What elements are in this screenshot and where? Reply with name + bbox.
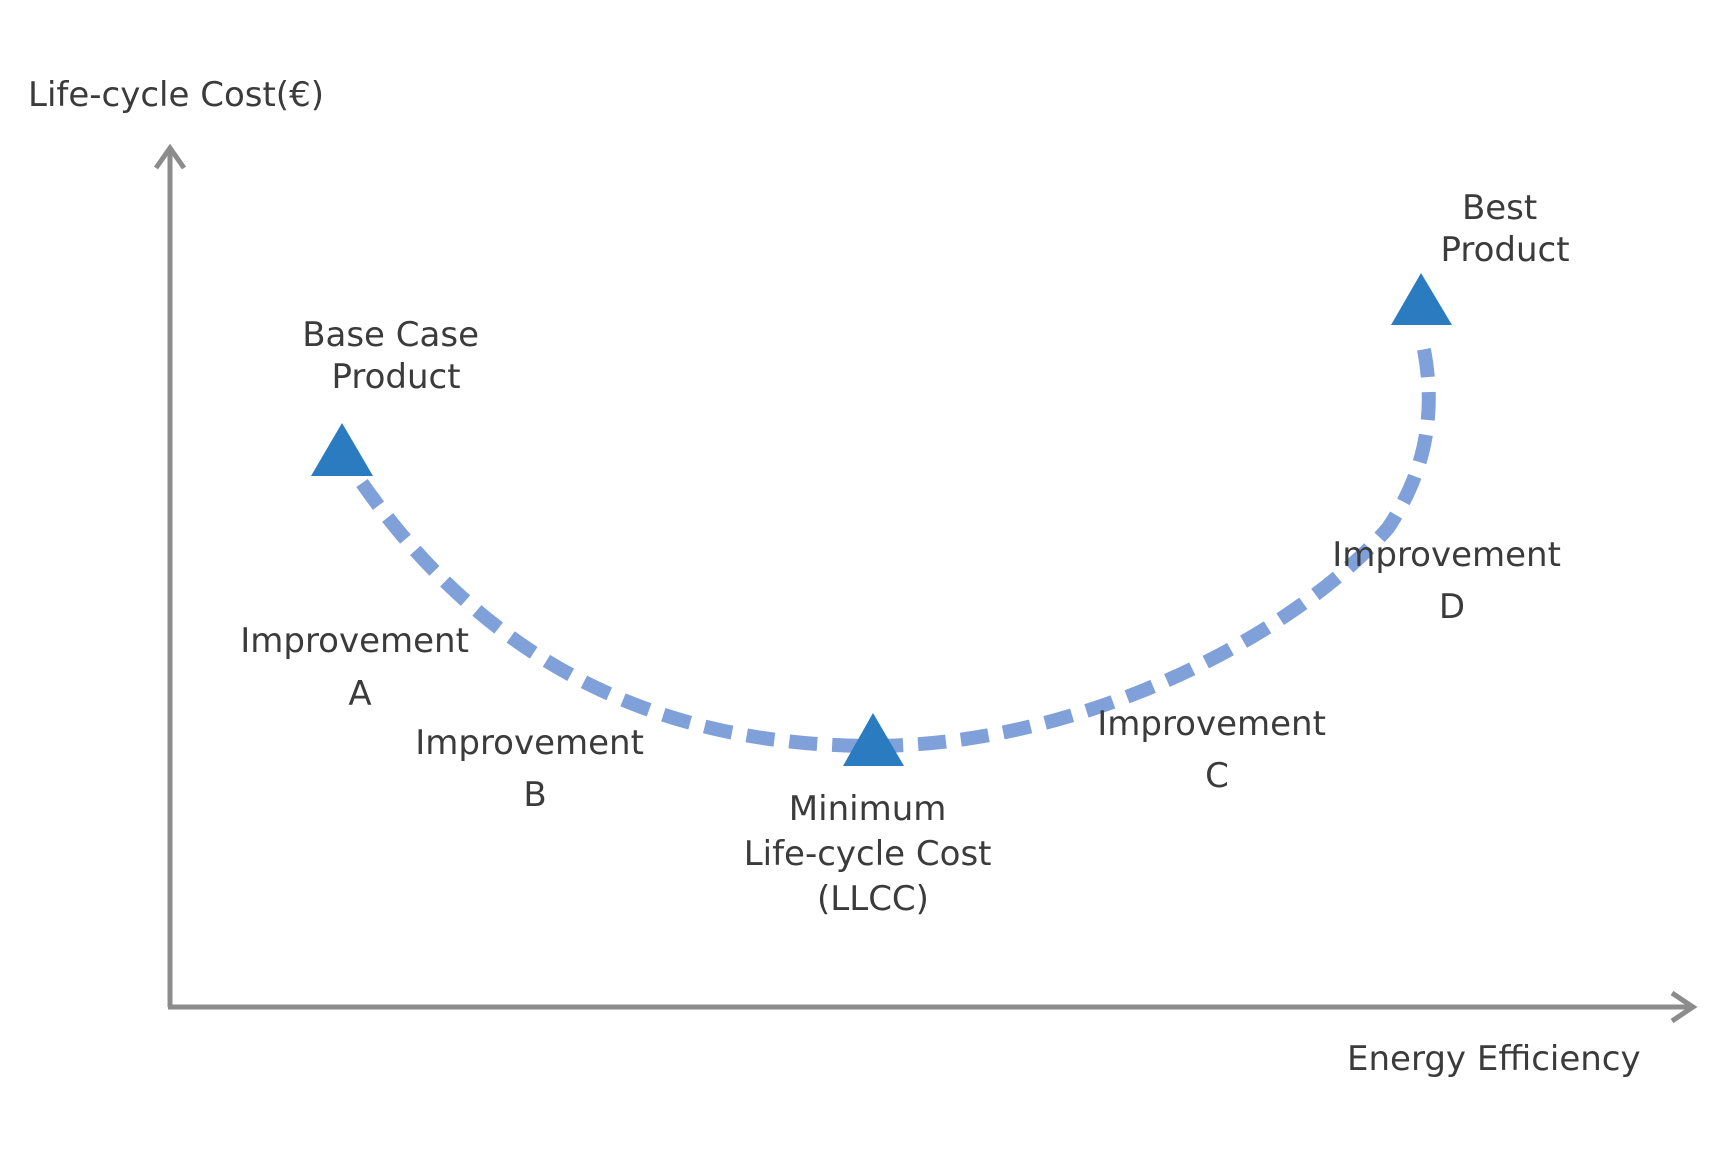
y-axis-label: Life-cycle Cost(€) xyxy=(28,75,324,115)
base-case-label: Base Case Product xyxy=(302,315,490,397)
best-product-label-line-2: Product xyxy=(1440,230,1569,270)
base-case-label-line-1: Base Case xyxy=(302,315,479,355)
minimum-label-line-3: (LLCC) xyxy=(817,879,929,919)
base-case-marker-icon xyxy=(311,423,373,476)
improvement-a-line-2: A xyxy=(348,674,371,714)
improvement-d-label: Improvement D xyxy=(1332,535,1572,627)
best-product-label-line-1: Best xyxy=(1462,188,1537,228)
improvement-a-line-1: Improvement xyxy=(240,621,469,661)
improvement-b-line-1: Improvement xyxy=(415,723,644,763)
minimum-label-line-2: Life-cycle Cost xyxy=(744,834,992,874)
improvement-b-label: Improvement B xyxy=(415,723,655,815)
improvement-c-line-2: C xyxy=(1205,756,1229,796)
improvement-d-line-1: Improvement xyxy=(1332,535,1561,575)
cost-curve xyxy=(356,338,1436,754)
best-product-label: Best Product xyxy=(1440,188,1569,270)
improvement-b-line-2: B xyxy=(523,775,546,815)
minimum-llcc-label: Minimum Life-cycle Cost (LLCC) xyxy=(744,789,1003,919)
y-axis-arrow-icon xyxy=(153,143,187,170)
improvement-d-line-2: D xyxy=(1439,587,1465,627)
improvement-a-label: Improvement A xyxy=(240,621,480,714)
minimum-marker-icon xyxy=(843,713,904,766)
x-axis-label: Energy Efficiency xyxy=(1347,1039,1641,1079)
axes xyxy=(153,143,1698,1024)
minimum-label-line-1: Minimum xyxy=(789,789,947,829)
best-product-marker-icon xyxy=(1391,273,1452,325)
base-case-label-line-2: Product xyxy=(331,357,460,397)
improvement-c-label: Improvement C xyxy=(1097,704,1337,796)
x-axis-arrow-icon xyxy=(1670,990,1698,1024)
improvement-c-line-1: Improvement xyxy=(1097,704,1326,744)
